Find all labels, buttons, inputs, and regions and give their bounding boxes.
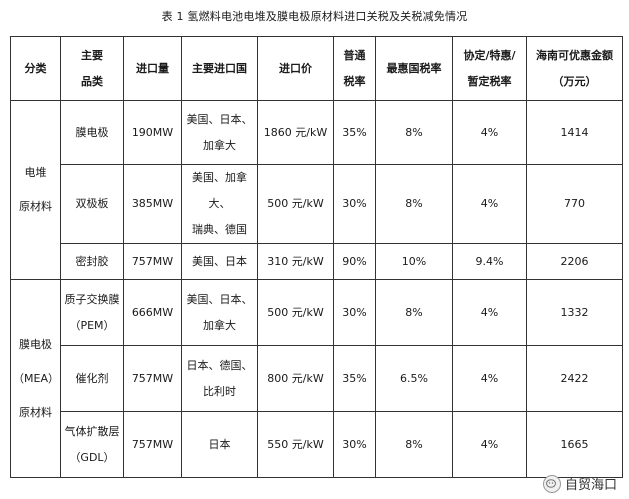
cell-agreement-rate: 4%: [452, 279, 527, 346]
cell-product: 膜电极: [60, 100, 124, 165]
cell-product: 双极板: [60, 164, 124, 244]
cell-agreement-rate: 9.4%: [452, 243, 527, 280]
table-row: 膜电极 （MEA） 原材料 质子交换膜 （PEM） 666MW 美国、日本、 加…: [10, 279, 623, 478]
cell-hainan-saving: 770: [526, 164, 623, 244]
table-row: 密封胶 757MW 美国、日本 310 元/kW 90% 10% 9.4% 22…: [11, 243, 623, 280]
header-normal-rate: 普通 税率: [333, 36, 376, 101]
cell-hainan-saving: 1665: [526, 411, 623, 478]
cell-volume: 757MW: [123, 411, 182, 478]
cell-countries: 美国、加拿大、 瑞典、德国: [181, 164, 258, 244]
group-label-mea: 膜电极 （MEA） 原材料: [10, 279, 61, 478]
header-product: 主要 品类: [60, 36, 124, 101]
watermark: 自贸海口: [542, 474, 617, 493]
cell-volume: 190MW: [123, 100, 182, 165]
header-mfn-rate: 最惠国税率: [375, 36, 453, 101]
cell-hainan-saving: 2422: [526, 345, 623, 412]
cell-price: 550 元/kW: [257, 411, 334, 478]
cell-countries: 日本、德国、 比利时: [181, 345, 258, 412]
watermark-text: 自贸海口: [564, 478, 617, 493]
cell-price: 1860 元/kW: [257, 100, 334, 165]
cell-volume: 666MW: [123, 279, 182, 346]
cell-product: 质子交换膜 （PEM）: [60, 279, 124, 346]
cell-agreement-rate: 4%: [452, 100, 527, 165]
cell-volume: 757MW: [123, 243, 182, 280]
cell-countries: 日本: [181, 411, 258, 478]
table-row: 电堆 原材料 膜电极 190MW 美国、日本、 加拿大 1860 元/kW 35…: [10, 100, 623, 280]
cell-volume: 385MW: [123, 164, 182, 244]
cell-mfn-rate: 8%: [375, 100, 453, 165]
group-label-stack: 电堆 原材料: [10, 100, 61, 280]
cell-mfn-rate: 8%: [375, 411, 453, 478]
cell-countries: 美国、日本、 加拿大: [181, 100, 258, 165]
cell-normal-rate: 30%: [333, 164, 376, 244]
cell-mfn-rate: 8%: [375, 279, 453, 346]
cell-volume: 757MW: [123, 345, 182, 412]
header-import-countries: 主要进口国: [181, 36, 258, 101]
cell-normal-rate: 30%: [333, 279, 376, 346]
cell-normal-rate: 90%: [333, 243, 376, 280]
cell-mfn-rate: 8%: [375, 164, 453, 244]
cell-hainan-saving: 2206: [526, 243, 623, 280]
cell-agreement-rate: 4%: [452, 345, 527, 412]
table-row: 双极板 385MW 美国、加拿大、 瑞典、德国 500 元/kW 30% 8% …: [11, 164, 623, 244]
cell-hainan-saving: 1414: [526, 100, 623, 165]
cell-mfn-rate: 10%: [375, 243, 453, 280]
cell-countries: 美国、日本: [181, 243, 258, 280]
cell-normal-rate: 35%: [333, 345, 376, 412]
cell-normal-rate: 30%: [333, 411, 376, 478]
wechat-icon: [542, 474, 561, 493]
cell-price: 500 元/kW: [257, 164, 334, 244]
header-import-price: 进口价: [257, 36, 334, 101]
header-agreement-rate: 协定/特惠/ 暂定税率: [452, 36, 527, 101]
header-category: 分类: [10, 36, 61, 101]
cell-price: 800 元/kW: [257, 345, 334, 412]
cell-price: 310 元/kW: [257, 243, 334, 280]
header-hainan-saving: 海南可优惠金额（万元）: [526, 36, 623, 101]
cell-normal-rate: 35%: [333, 100, 376, 165]
header-row: 分类 主要 品类 进口量 主要进口国 进口价 普通 税率 最惠国税率 协定/特惠…: [10, 36, 623, 101]
table-row: 气体扩散层 （GDL） 757MW 日本 550 元/kW 30% 8% 4% …: [11, 411, 623, 478]
cell-countries: 美国、日本、 加拿大: [181, 279, 258, 346]
cell-product: 催化剂: [60, 345, 124, 412]
cell-price: 500 元/kW: [257, 279, 334, 346]
table-row: 催化剂 757MW 日本、德国、 比利时 800 元/kW 35% 6.5% 4…: [11, 345, 623, 412]
cell-mfn-rate: 6.5%: [375, 345, 453, 412]
cell-product: 气体扩散层 （GDL）: [60, 411, 124, 478]
cell-agreement-rate: 4%: [452, 164, 527, 244]
cell-hainan-saving: 1332: [526, 279, 623, 346]
cell-product: 密封胶: [60, 243, 124, 280]
cell-agreement-rate: 4%: [452, 411, 527, 478]
header-import-volume: 进口量: [123, 36, 182, 101]
table-caption: 表 1 氢燃料电池电堆及膜电极原材料进口关税及关税减免情况: [161, 10, 468, 23]
tariff-table: 分类 主要 品类 进口量 主要进口国 进口价 普通 税率 最惠国税率 协定/特惠…: [10, 36, 623, 478]
